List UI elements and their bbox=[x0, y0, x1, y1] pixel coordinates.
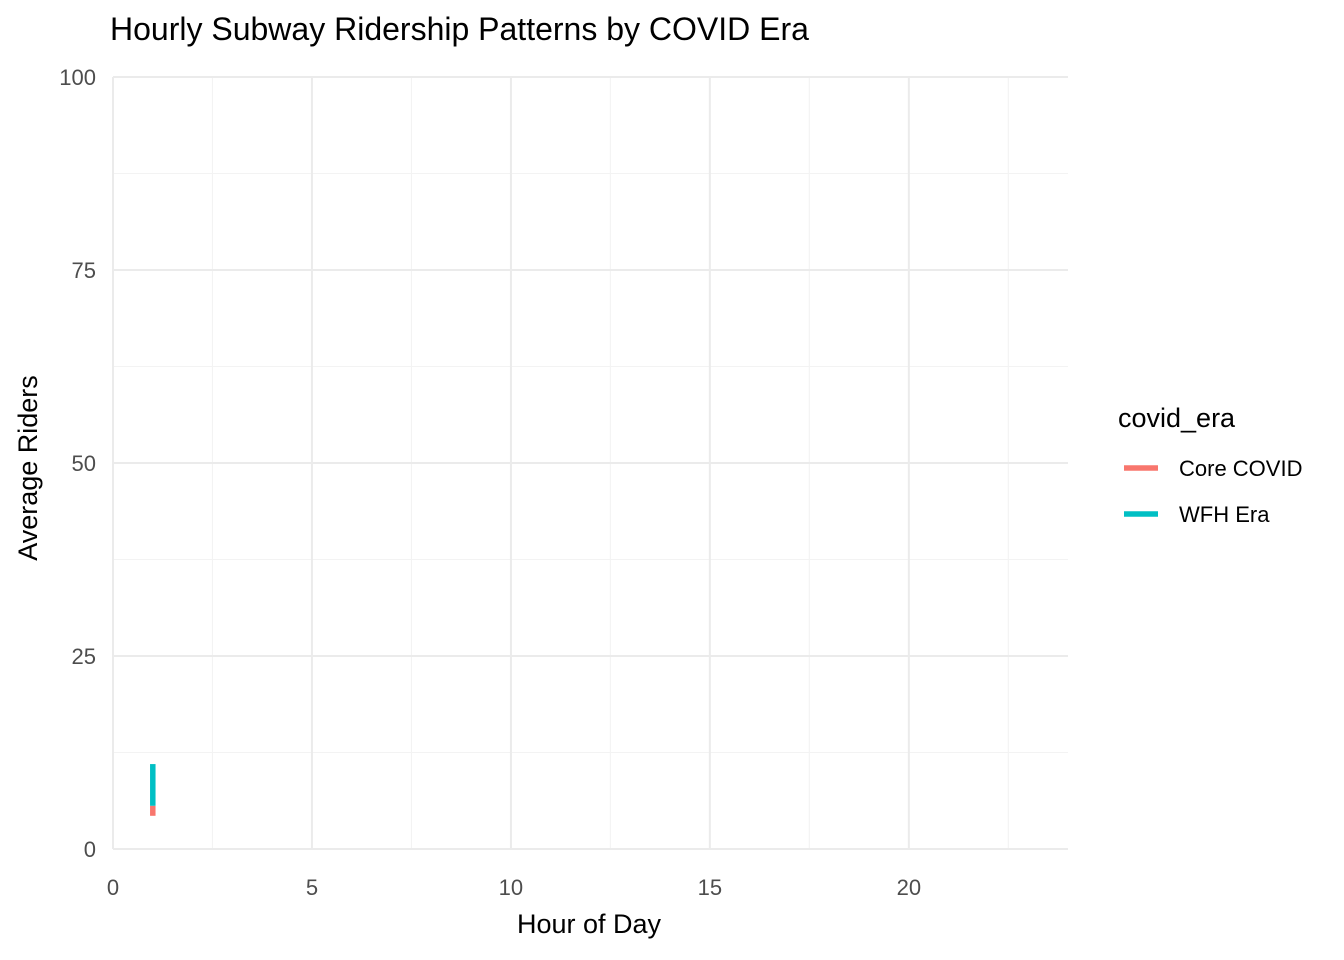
y-axis-ticks: 0 25 50 75 100 bbox=[59, 65, 96, 862]
x-tick-label: 10 bbox=[499, 875, 523, 900]
legend-items: Core COVID WFH Era bbox=[1124, 456, 1302, 527]
x-tick-label: 0 bbox=[107, 875, 119, 900]
major-gridlines bbox=[112, 76, 1068, 850]
y-axis-title: Average Riders bbox=[13, 375, 43, 561]
y-tick-label: 50 bbox=[72, 451, 96, 476]
legend-label-2: WFH Era bbox=[1179, 502, 1270, 527]
y-tick-label: 75 bbox=[72, 258, 96, 283]
x-tick-label: 15 bbox=[698, 875, 722, 900]
legend: covid_era Core COVID WFH Era bbox=[1118, 403, 1302, 527]
x-axis-ticks: 0 5 10 15 20 bbox=[107, 875, 921, 900]
x-tick-label: 5 bbox=[306, 875, 318, 900]
x-axis-title: Hour of Day bbox=[517, 909, 662, 939]
y-tick-label: 100 bbox=[59, 65, 96, 90]
y-tick-label: 25 bbox=[72, 644, 96, 669]
y-tick-label: 0 bbox=[84, 837, 96, 862]
legend-title: covid_era bbox=[1118, 403, 1236, 433]
chart-title: Hourly Subway Ridership Patterns by COVI… bbox=[110, 11, 809, 47]
x-tick-label: 20 bbox=[897, 875, 921, 900]
legend-label-1: Core COVID bbox=[1179, 456, 1302, 481]
